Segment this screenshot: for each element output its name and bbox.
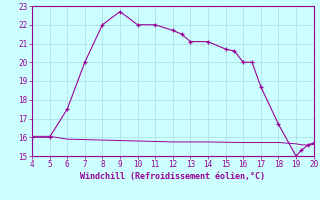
X-axis label: Windchill (Refroidissement éolien,°C): Windchill (Refroidissement éolien,°C) [80, 172, 265, 181]
